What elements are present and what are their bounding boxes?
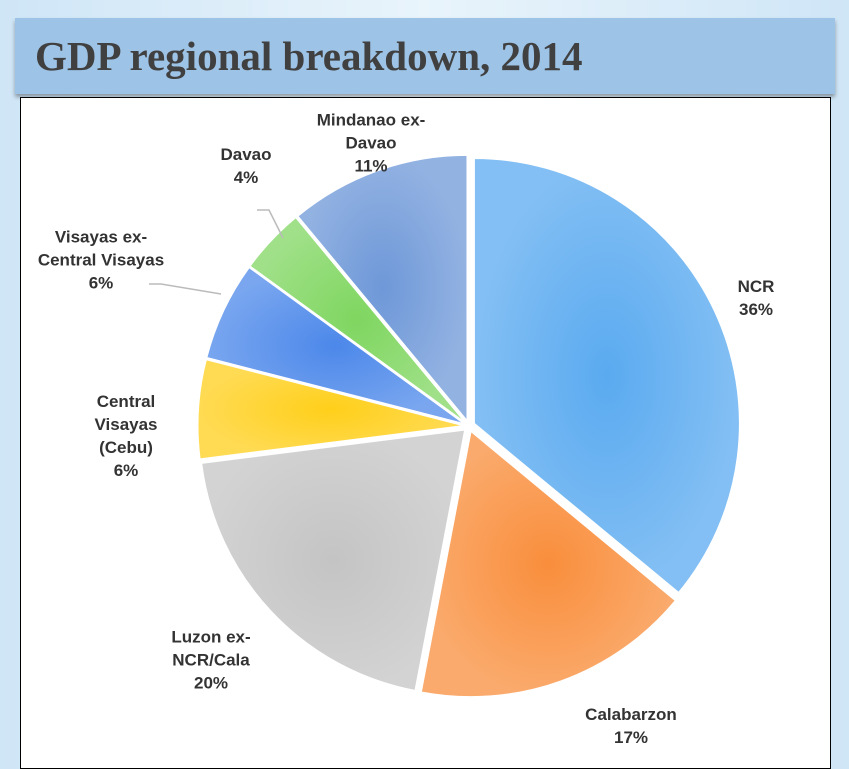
title-bar: GDP regional breakdown, 2014 xyxy=(15,18,835,94)
value-label: 6% xyxy=(88,273,114,293)
category-label: Davao xyxy=(220,145,272,164)
value-label: 36% xyxy=(738,300,774,319)
category-label: Mindanao ex-Davao xyxy=(316,110,426,153)
chart xyxy=(149,154,740,698)
slice-shade xyxy=(206,267,464,424)
value-label: 11% xyxy=(354,156,388,176)
data-label: Mindanao ex-Davao 11% xyxy=(316,109,426,178)
chart-title: GDP regional breakdown, 2014 xyxy=(35,33,583,79)
slice-shade xyxy=(201,430,465,691)
data-label: Luzon ex-NCR/Cala 20% xyxy=(156,626,266,695)
slice-shade xyxy=(250,217,465,422)
category-label: Central Visayas (Cebu) xyxy=(94,392,158,457)
data-label: Davao 4% xyxy=(211,143,281,189)
data-label: NCR 36% xyxy=(726,275,786,321)
leader-line xyxy=(257,209,284,239)
slice-shade xyxy=(421,431,676,697)
leader-line xyxy=(149,283,222,295)
value-label: 20% xyxy=(193,673,229,693)
value-label: 4% xyxy=(233,168,259,187)
data-label: Central Visayas (Cebu) 6% xyxy=(81,390,171,482)
value-label: 17% xyxy=(613,728,649,747)
data-label: Visayas ex-Central Visayas 6% xyxy=(36,226,166,295)
chart-box: NCR 36% Calabarzon 17% Luzon ex-NCR/Cala 20% C… xyxy=(20,97,831,769)
category-label: Luzon ex-NCR/Cala xyxy=(171,627,251,670)
category-label: Calabarzon xyxy=(585,705,677,724)
slice-shade xyxy=(474,158,740,593)
slice-shade xyxy=(198,359,464,459)
value-label: 6% xyxy=(113,461,139,480)
category-label: NCR xyxy=(737,277,775,296)
data-label: Calabarzon 17% xyxy=(571,703,691,749)
slice-shade xyxy=(298,155,467,421)
category-label: Visayas ex-Central Visayas xyxy=(37,227,165,270)
